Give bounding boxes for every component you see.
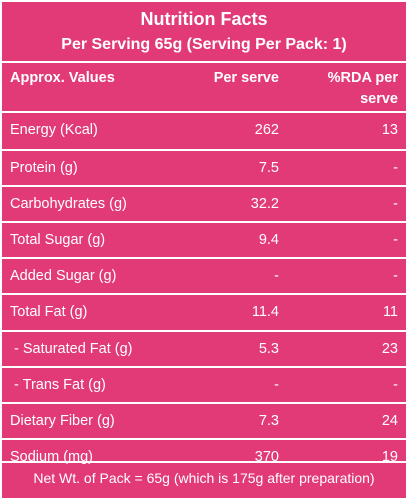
column-header-divider bbox=[2, 111, 406, 113]
table-row: Total Sugar (g) 9.4 - bbox=[2, 221, 406, 257]
nutrient-name: Protein (g) bbox=[10, 160, 78, 177]
table-row: - Saturated Fat (g) 5.3 23 bbox=[2, 329, 406, 366]
rda-value: - bbox=[393, 376, 398, 393]
nutrient-name: Dietary Fiber (g) bbox=[10, 412, 115, 429]
per-serve-value: 370 bbox=[254, 448, 279, 465]
per-serve-value: 11.4 bbox=[251, 304, 279, 321]
rda-value: - bbox=[393, 196, 398, 213]
per-serve-value: - bbox=[274, 376, 279, 393]
nutrient-name: Carbohydrates (g) bbox=[10, 196, 127, 213]
rda-value: 13 bbox=[381, 122, 398, 138]
per-serve-value: 262 bbox=[254, 122, 279, 138]
nutrient-name: - Saturated Fat (g) bbox=[10, 340, 133, 357]
net-weight-note: Net Wt. of Pack = 65g (which is 175g aft… bbox=[33, 470, 375, 486]
column-header-values: Approx. Values bbox=[10, 70, 115, 86]
footer-divider bbox=[2, 461, 406, 463]
per-serve-value: 7.3 bbox=[258, 412, 279, 429]
nutrient-name: Energy (Kcal) bbox=[10, 122, 98, 138]
rda-value: 19 bbox=[381, 448, 398, 465]
per-serve-value: 32.2 bbox=[250, 196, 279, 213]
per-serve-value: 5.3 bbox=[258, 340, 279, 357]
nutrient-name: Total Sugar (g) bbox=[10, 232, 106, 249]
nutrient-name: Sodium (mg) bbox=[10, 448, 93, 465]
nutrient-name: Total Fat (g) bbox=[10, 304, 88, 321]
column-header-rda: %RDA per serve bbox=[294, 68, 398, 110]
panel-title: Nutrition Facts bbox=[140, 9, 268, 29]
nutrient-table: Energy (Kcal) 262 13 Protein (g) 7.5 - C… bbox=[2, 113, 406, 474]
column-header-per-serve: Per serve bbox=[213, 70, 279, 86]
per-serve-value: - bbox=[274, 268, 279, 285]
table-row: Energy (Kcal) 262 13 bbox=[2, 113, 406, 149]
header-divider bbox=[2, 61, 406, 63]
rda-value: 23 bbox=[381, 340, 398, 357]
table-row: - Trans Fat (g) - - bbox=[2, 365, 406, 402]
rda-value: - bbox=[393, 160, 398, 177]
table-row: Total Fat (g) 11.4 11 bbox=[2, 293, 406, 329]
column-header-rda-line2: serve bbox=[360, 91, 398, 107]
table-row: Protein (g) 7.5 - bbox=[2, 149, 406, 185]
serving-size-subtitle: Per Serving 65g (Serving Per Pack: 1) bbox=[61, 36, 347, 53]
per-serve-value: 7.5 bbox=[258, 160, 279, 177]
per-serve-value: 9.4 bbox=[258, 232, 279, 249]
rda-value: - bbox=[393, 268, 398, 285]
nutrient-name: - Trans Fat (g) bbox=[10, 376, 106, 393]
nutrient-name: Added Sugar (g) bbox=[10, 268, 117, 285]
table-row: Carbohydrates (g) 32.2 - bbox=[2, 185, 406, 221]
table-row: Dietary Fiber (g) 7.3 24 bbox=[2, 401, 406, 438]
rda-value: 11 bbox=[382, 304, 398, 321]
rda-value: 24 bbox=[381, 412, 398, 429]
table-row: Sodium (mg) 370 19 bbox=[2, 437, 406, 474]
column-header-rda-line1: %RDA per bbox=[327, 70, 398, 86]
table-row: Added Sugar (g) - - bbox=[2, 257, 406, 293]
rda-value: - bbox=[393, 232, 398, 249]
